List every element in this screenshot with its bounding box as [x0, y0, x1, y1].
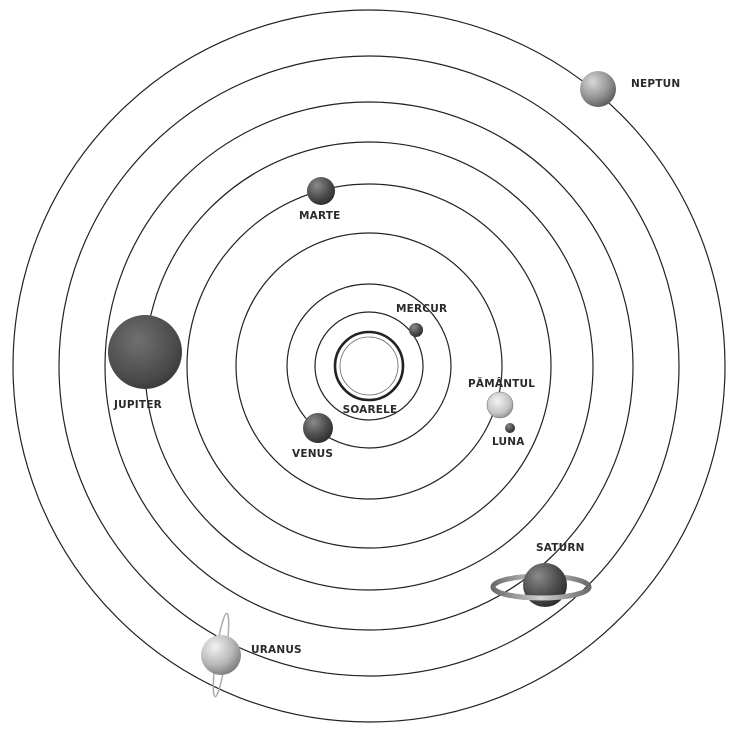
mercury-label: MERCUR [396, 303, 447, 315]
jupiter-planet [108, 315, 182, 389]
orbit-uranus [58, 55, 680, 677]
moon [505, 423, 515, 433]
mercury-planet [409, 323, 423, 337]
uranus-planet [201, 612, 241, 698]
venus-planet [303, 413, 333, 443]
uranus-label: URANUS [251, 644, 302, 656]
neptune-planet [580, 71, 616, 107]
sun-label: SOARELE [343, 404, 398, 416]
orbit-mars [186, 183, 552, 549]
venus-label: VENUS [292, 448, 333, 460]
earth-planet [486, 391, 514, 419]
orbit-earth [235, 232, 503, 500]
orbit-mercury [314, 311, 424, 421]
jupiter-label: JUPITER [113, 399, 162, 411]
saturn-ring-front [490, 586, 592, 601]
neptune-label: NEPTUN [631, 78, 680, 90]
orbit-neptune [12, 9, 726, 723]
saturn-label: SATURN [536, 542, 585, 554]
saturn-planet [490, 563, 592, 607]
moon-label: LUNA [492, 436, 525, 448]
mars-planet [307, 177, 335, 205]
earth-label: PĂMÂNTUL [468, 377, 535, 390]
orbit-venus [286, 283, 452, 449]
sun [333, 330, 405, 402]
mars-label: MARTE [299, 210, 341, 222]
orbit-saturn [104, 101, 634, 631]
